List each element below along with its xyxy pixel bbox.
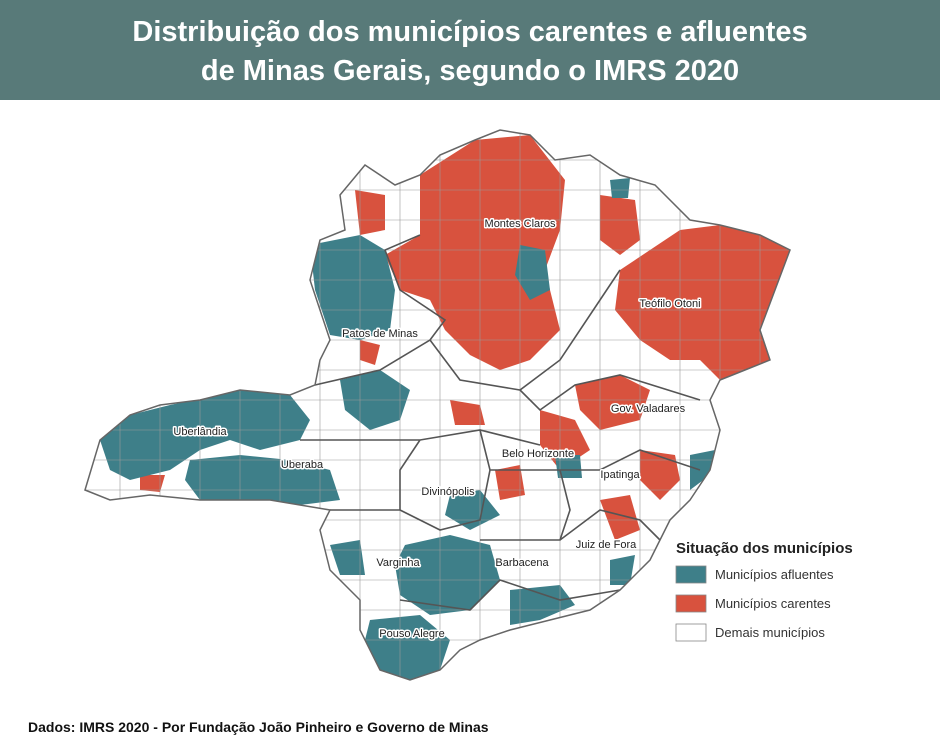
poor-area <box>575 375 650 430</box>
legend: Situação dos municípios Municípios aflue… <box>675 540 853 642</box>
legend-label: Municípios carentes <box>715 596 831 611</box>
title-line: de Minas Gerais, segundo o IMRS 2020 <box>201 55 739 87</box>
poor-area <box>450 400 485 425</box>
state-outline <box>84 129 791 681</box>
region-label: Uberaba <box>281 459 324 471</box>
rich-area <box>100 390 310 480</box>
region-label: Teófilo Otoni <box>639 298 700 310</box>
rich-area <box>330 540 365 575</box>
rich-area <box>510 585 575 625</box>
region-label: Varginha <box>376 557 420 569</box>
rich-area <box>555 455 582 478</box>
region-label: Barbacena <box>495 557 549 569</box>
rich-area <box>610 178 630 198</box>
region-label: Montes Claros <box>485 218 556 230</box>
legend-swatch <box>675 623 707 642</box>
region-label: Juiz de Fora <box>576 539 637 551</box>
poor-area <box>495 465 525 500</box>
header-band <box>0 0 940 100</box>
region-label: Gov. Valadares <box>611 403 686 415</box>
region-label: Divinópolis <box>421 486 475 498</box>
region-label: Pouso Alegre <box>379 628 444 640</box>
rich-area <box>395 535 500 615</box>
title-line: Distribuição dos municípios carentes e a… <box>132 16 807 48</box>
poor-area <box>360 340 380 365</box>
legend-swatch <box>675 565 707 584</box>
rich-area <box>310 235 395 340</box>
source-note: Dados: IMRS 2020 - Por Fundação João Pin… <box>28 719 489 735</box>
rich-area <box>185 455 340 505</box>
region-label: Uberlândia <box>173 426 227 438</box>
region-label: Patos de Minas <box>342 328 418 340</box>
legend-label: Municípios afluentes <box>715 567 834 582</box>
poor-area <box>355 190 385 235</box>
rich-area <box>515 245 550 300</box>
poor-area <box>600 195 640 255</box>
municipalities <box>85 130 790 680</box>
poor-area <box>600 495 640 540</box>
state-area <box>85 130 790 680</box>
region-borders <box>300 234 701 611</box>
rich-area <box>690 450 715 490</box>
poor-area <box>640 450 680 500</box>
poor-area <box>140 475 165 492</box>
map: Montes Claros Teófilo Otoni Patos de Min… <box>84 129 791 681</box>
legend-swatch <box>675 594 707 613</box>
region-label: Belo Horizonte <box>502 448 574 460</box>
rich-area <box>610 555 635 585</box>
rich-area <box>365 615 450 680</box>
legend-title: Situação dos municípios <box>676 540 853 557</box>
region-label: Ipatinga <box>600 469 640 481</box>
municipality-lines <box>85 130 790 680</box>
poor-area <box>615 225 790 380</box>
legend-label: Demais municípios <box>715 625 825 640</box>
